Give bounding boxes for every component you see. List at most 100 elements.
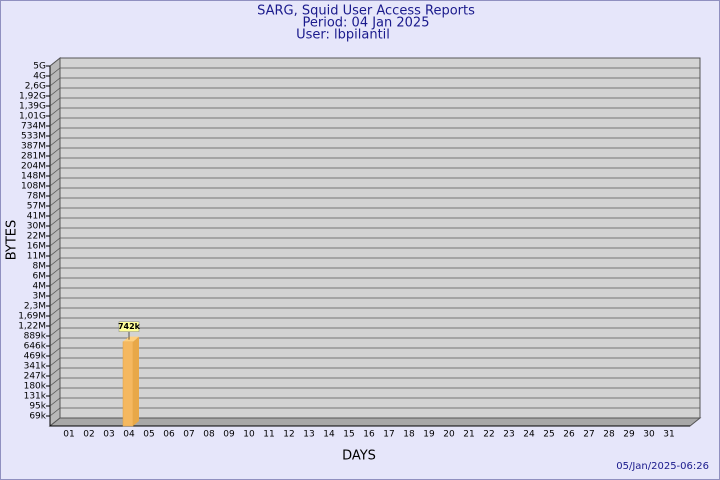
x-tick-label: 18 <box>403 430 415 440</box>
x-tick-label: 03 <box>103 430 114 440</box>
grid-line <box>49 117 700 127</box>
x-tick-label: 30 <box>643 430 655 440</box>
y-tick-label: 69k <box>29 412 46 422</box>
grid-line <box>49 237 700 247</box>
grid-line <box>49 247 700 257</box>
grid-line <box>49 227 700 237</box>
y-axis-title: BYTES <box>5 220 20 261</box>
y-tick-label: 469k <box>24 352 47 362</box>
floor <box>48 417 702 427</box>
x-tick-label: 19 <box>423 430 435 440</box>
grid-line <box>49 97 700 107</box>
y-tick-label: 204M <box>21 162 46 172</box>
grid-line <box>49 177 700 187</box>
x-tick-label: 06 <box>163 430 175 440</box>
grid-line <box>49 57 700 67</box>
x-tick-label: 26 <box>563 430 575 440</box>
grid-line <box>49 127 700 137</box>
x-tick-label: 28 <box>603 430 615 440</box>
x-tick-label: 23 <box>503 430 514 440</box>
x-tick-label: 22 <box>483 430 494 440</box>
grid-line <box>49 107 700 117</box>
y-tick-label: 16M <box>27 242 46 252</box>
x-tick-label: 09 <box>223 430 235 440</box>
bar-side <box>133 336 139 426</box>
grid-line <box>49 397 700 407</box>
grid-line <box>49 367 700 377</box>
grid-line <box>49 307 700 317</box>
y-tick-label: 78M <box>27 192 46 202</box>
y-tick-label: 11M <box>27 252 46 262</box>
y-tick-label: 2,3M <box>24 302 46 312</box>
grid-line <box>49 87 700 97</box>
x-tick-label: 04 <box>123 430 135 440</box>
y-tick-label: 41M <box>27 212 46 222</box>
x-tick-label: 31 <box>663 430 674 440</box>
y-tick-label: 2,6G <box>25 82 46 92</box>
data-label: 742k <box>118 322 141 331</box>
y-tick-label: 131k <box>24 392 47 402</box>
y-tick-label: 646k <box>24 342 47 352</box>
y-tick-label: 889k <box>24 332 47 342</box>
x-tick-label: 05 <box>143 430 154 440</box>
x-tick-label: 15 <box>343 430 354 440</box>
grid-line <box>49 157 700 167</box>
grid-line <box>49 137 700 147</box>
y-tick-label: 734M <box>21 122 46 132</box>
x-tick-label: 10 <box>243 430 255 440</box>
x-tick-label: 01 <box>63 430 74 440</box>
y-tick-label: 6M <box>33 272 47 282</box>
y-tick-label: 8M <box>33 262 47 272</box>
x-tick-label: 11 <box>263 430 274 440</box>
y-tick-label: 4G <box>33 72 46 82</box>
chart-title: SARG, Squid User Access Reports <box>257 4 475 19</box>
timestamp: 05/Jan/2025-06:26 <box>616 461 709 472</box>
y-tick-label: 1,22M <box>18 322 46 332</box>
y-tick-label: 22M <box>27 232 46 242</box>
y-tick-label: 30M <box>27 222 46 232</box>
label-box <box>118 321 140 332</box>
grid-line <box>49 337 700 347</box>
grid-line <box>49 327 700 337</box>
grid-line <box>49 147 700 157</box>
x-tick-label: 25 <box>543 430 554 440</box>
x-tick-label: 07 <box>183 430 194 440</box>
y-tick-label: 5G <box>33 62 46 72</box>
y-tick-label: 533M <box>21 132 46 142</box>
x-tick-label: 13 <box>303 430 314 440</box>
chart-user: User: lbpilantil <box>296 28 390 43</box>
y-tick-label: 108M <box>21 182 46 192</box>
bar <box>122 341 134 427</box>
grid-line <box>49 407 700 417</box>
x-tick-label: 12 <box>283 430 294 440</box>
x-tick-label: 17 <box>383 430 394 440</box>
y-tick-label: 1,01G <box>19 112 46 122</box>
y-tick-label: 148M <box>21 172 46 182</box>
grid-line <box>49 207 700 217</box>
y-tick-label: 57M <box>27 202 46 212</box>
x-tick-label: 27 <box>583 430 594 440</box>
grid-line <box>49 277 700 287</box>
grid-line <box>49 197 700 207</box>
y-tick-label: 281M <box>21 152 46 162</box>
x-axis-title: DAYS <box>342 449 376 464</box>
x-tick-label: 02 <box>83 430 94 440</box>
chart-subtitle: Period: 04 Jan 2025 <box>303 16 430 31</box>
grid-line <box>49 67 700 77</box>
x-tick-label: 14 <box>323 430 335 440</box>
grid-line <box>49 347 700 357</box>
x-tick-label: 24 <box>523 430 535 440</box>
grid-line <box>49 287 700 297</box>
y-tick-label: 4M <box>33 282 47 292</box>
y-tick-label: 247k <box>24 372 47 382</box>
y-tick-label: 1,39G <box>19 102 46 112</box>
y-tick-label: 387M <box>21 142 46 152</box>
grid-line <box>49 377 700 387</box>
grid-line <box>49 317 700 327</box>
x-tick-label: 20 <box>443 430 455 440</box>
grid-line <box>49 357 700 367</box>
grid-line <box>49 77 700 87</box>
x-tick-label: 29 <box>623 430 635 440</box>
y-tick-label: 1,69M <box>18 312 46 322</box>
